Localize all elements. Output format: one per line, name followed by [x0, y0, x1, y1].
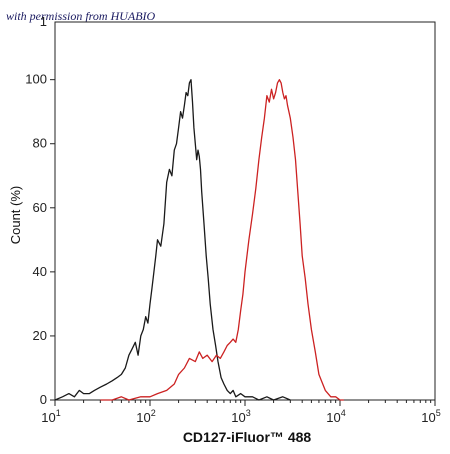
- watermark: with permission from HUABIO: [6, 9, 156, 23]
- x-tick-label: 105: [421, 408, 440, 425]
- plot-area: 0 20 40 60 80 100 1 101 102 103 104 105: [25, 14, 440, 425]
- y-tick-label-top: 1: [40, 14, 47, 29]
- y-tick-label: 60: [33, 200, 47, 215]
- x-tick-label: 101: [41, 408, 60, 425]
- x-tick-label: 103: [231, 408, 250, 425]
- y-tick-label: 100: [25, 72, 47, 87]
- y-tick-label: 80: [33, 136, 47, 151]
- series-line-2: [100, 79, 344, 401]
- x-tick-label: 102: [136, 408, 155, 425]
- y-tick-label: 0: [40, 392, 47, 407]
- y-tick-label: 20: [33, 328, 47, 343]
- y-axis-title: Count (%): [8, 186, 23, 245]
- plot-frame: [54, 21, 436, 401]
- x-tick-label: 104: [326, 408, 345, 425]
- x-axis-title: CD127-iFluor™ 488: [183, 429, 312, 445]
- series-line-1: [54, 79, 291, 401]
- y-tick-label: 40: [33, 264, 47, 279]
